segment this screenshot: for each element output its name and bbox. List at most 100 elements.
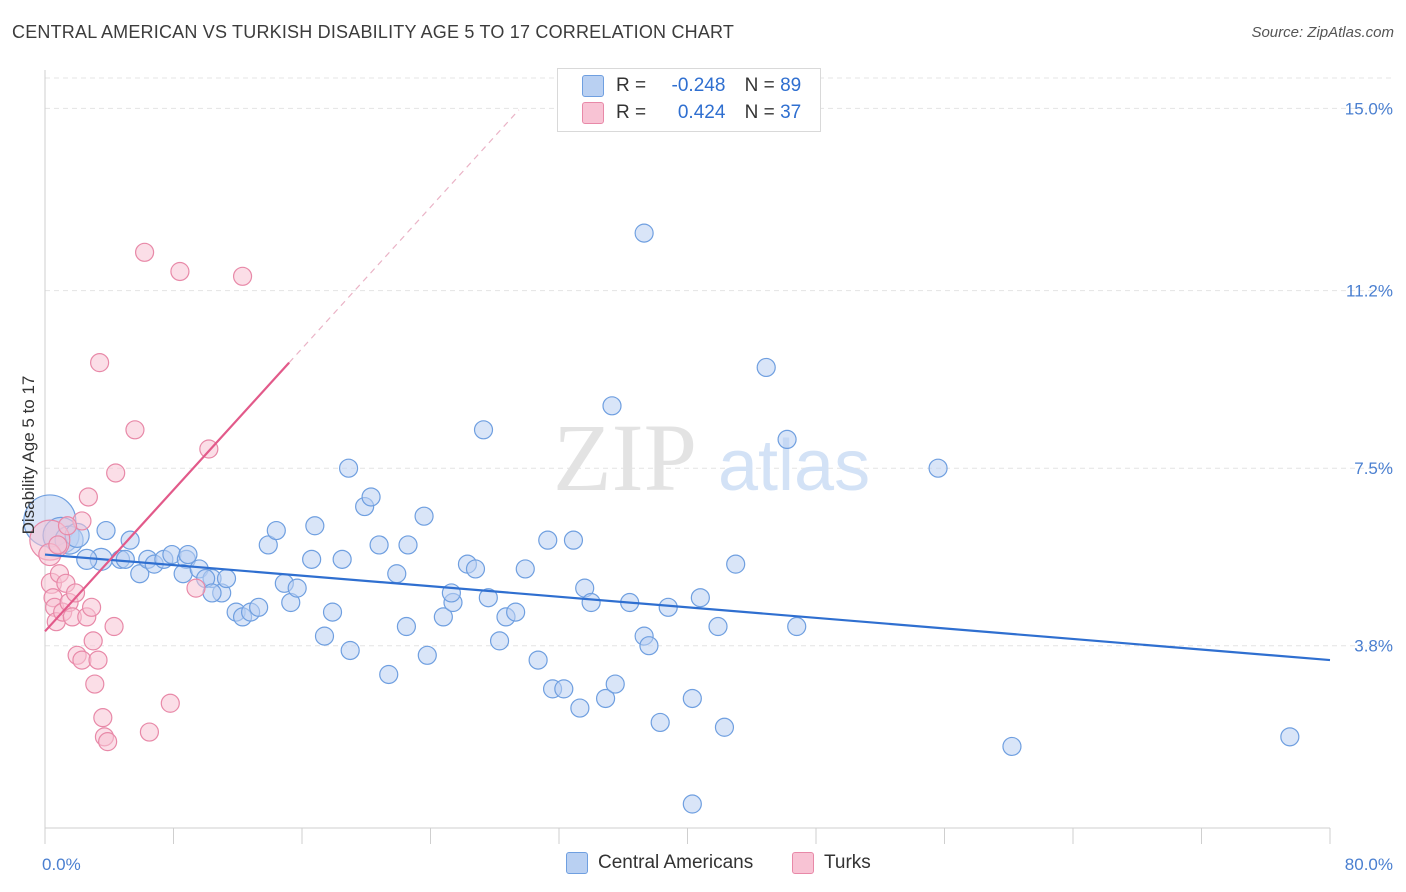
y-tick-label: 15.0% [1345,99,1393,118]
data-point [104,616,124,637]
data-point [756,357,776,378]
data-point [98,732,118,752]
legend-n-value: 37 [780,102,802,123]
data-point [473,420,494,440]
data-point [115,549,135,569]
bottom-legend-swatch-turks [792,852,814,874]
data-point [120,530,140,550]
watermark-zip: ZIP [553,404,697,511]
data-point [714,717,735,737]
data-point [125,420,145,440]
data-point [563,530,584,550]
y-tick-label: 3.8% [1354,637,1393,656]
data-point [81,597,102,617]
data-point [708,616,728,637]
x-tick-label: 0.0% [42,855,81,874]
data-point [650,712,670,733]
data-point [726,554,746,574]
data-point [48,535,68,555]
data-point [72,650,92,670]
data-point [777,429,797,450]
data-point [928,458,948,478]
data-point [506,602,526,622]
bottom-legend-label: Turks [824,852,871,873]
bottom-legend-swatch-central-americans [566,852,588,874]
data-point [160,693,180,713]
data-point [787,616,807,637]
data-point [570,698,590,718]
legend: R = -0.248 N = 89 R = 0.424 N = 37 [557,68,821,132]
data-point [340,640,360,661]
legend-r-label: R = [616,102,647,123]
data-point [387,564,407,584]
data-point [528,650,548,670]
data-point [88,650,108,670]
data-point [379,664,399,685]
y-axis-label: Disability Age 5 to 17 [19,376,38,535]
data-point [178,544,198,565]
data-point [249,597,269,617]
y-tick-label: 7.5% [1354,459,1393,478]
data-point [332,549,352,569]
data-point [202,583,222,603]
data-point [106,463,126,483]
data-point [216,568,237,589]
series-turks [29,242,253,752]
data-point [305,516,325,536]
data-point [338,458,359,478]
legend-n-value: 89 [780,75,802,96]
legend-r-value: -0.248 [671,75,726,96]
chart-title: CENTRAL AMERICAN VS TURKISH DISABILITY A… [12,22,735,42]
data-point [369,535,389,555]
data-point [605,674,625,694]
data-point [554,679,574,699]
tick-labels: 3.8% 7.5% 11.2% 15.0% 0.0% 80.0% [42,99,1393,874]
data-point [65,583,86,603]
data-point [85,674,105,694]
data-point [287,578,307,598]
data-point [465,559,486,579]
legend-swatch-central-americans [582,75,604,97]
data-point [232,266,253,286]
watermark: ZIP atlas [553,404,870,511]
data-point [322,602,343,622]
data-point [134,242,155,262]
data-point [489,631,510,651]
data-point [139,722,160,742]
data-point [538,530,558,550]
data-point [186,578,206,598]
data-point [639,636,659,656]
legend-n-label: N = [744,75,775,96]
data-point [1002,736,1022,757]
bottom-legend-central-americans: Central Americans [566,852,753,878]
data-point [417,645,437,665]
data-point [1280,727,1300,747]
data-point [57,516,78,536]
legend-row-central-americans: R = -0.248 N = 89 [582,75,801,99]
trend-line-central-americans [44,553,1331,662]
data-point [93,708,113,728]
data-point [130,564,150,584]
data-point [478,588,498,608]
trend-line-turks-extension [288,109,520,364]
axes [44,70,1331,844]
data-point [96,520,116,541]
data-point [266,520,286,541]
data-point [682,794,702,814]
data-point [78,487,98,507]
data-point [314,626,335,646]
legend-r-value: 0.424 [677,102,726,123]
bottom-legend-label: Central Americans [598,852,754,873]
data-point [361,487,381,507]
data-point [682,688,702,709]
data-point [90,353,110,373]
legend-n-label: N = [744,102,775,123]
data-point [396,616,417,637]
data-point [634,223,654,243]
source-label: Source: ZipAtlas.com [1251,24,1394,41]
data-point [690,588,710,608]
x-tick-label: 80.0% [1345,855,1393,874]
legend-r-label: R = [616,75,647,96]
data-point [83,631,103,651]
legend-swatch-turks [582,102,604,124]
